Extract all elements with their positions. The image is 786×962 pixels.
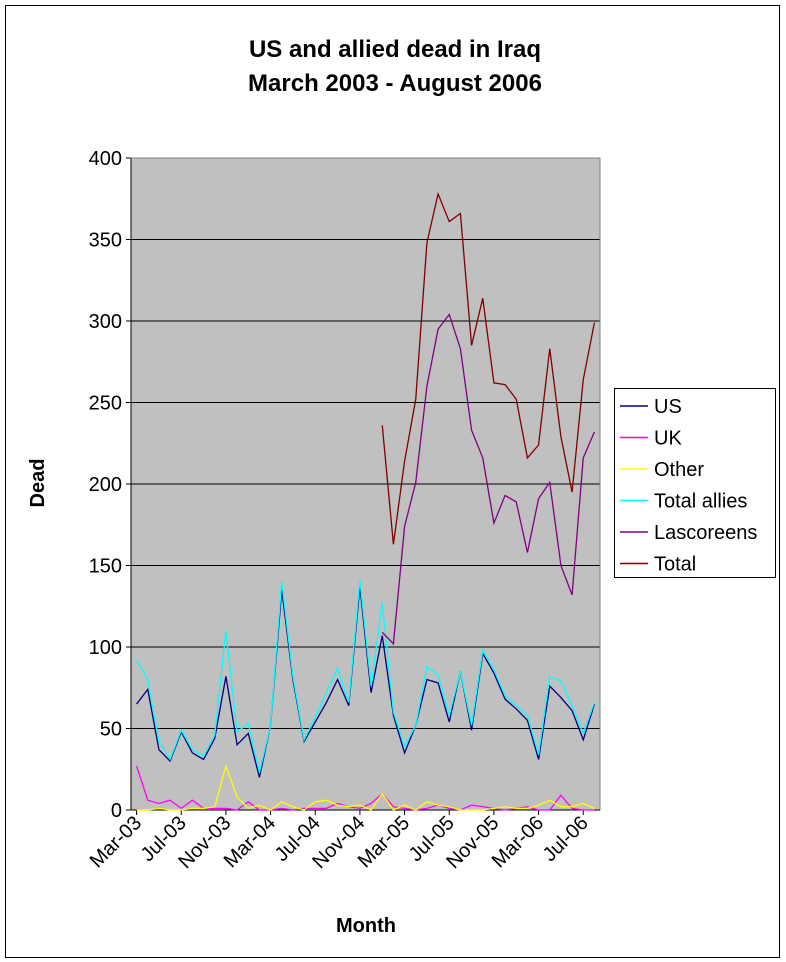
y-tick-label: 250 — [89, 393, 122, 415]
series-line — [136, 763, 595, 811]
chart-subtitle: March 2003 - August 2006 — [248, 70, 542, 97]
legend-label: Lascoreens — [654, 522, 757, 544]
legend-label: Other — [654, 459, 704, 481]
series-line — [136, 580, 596, 773]
legend-label: UK — [654, 428, 682, 450]
y-tick-label: 400 — [89, 148, 122, 170]
y-tick-label: 150 — [89, 556, 122, 578]
series-line — [381, 191, 596, 545]
legend-label: Total allies — [654, 491, 747, 513]
legend-box — [614, 388, 776, 578]
y-tick-label: 350 — [89, 230, 122, 252]
y-axis-label: Dead — [27, 459, 49, 508]
series-line — [136, 586, 596, 778]
chart-title: US and allied dead in Iraq — [249, 36, 541, 63]
y-tick-label: 50 — [100, 719, 122, 741]
y-tick-label: 100 — [89, 637, 122, 659]
legend-label: US — [654, 396, 682, 418]
x-axis-label: Month — [336, 915, 396, 937]
y-tick-label: 200 — [89, 474, 122, 496]
y-tick-label: 0 — [111, 800, 122, 822]
legend-label: Total — [654, 554, 696, 576]
y-tick-label: 300 — [89, 311, 122, 333]
series-line — [381, 313, 596, 646]
